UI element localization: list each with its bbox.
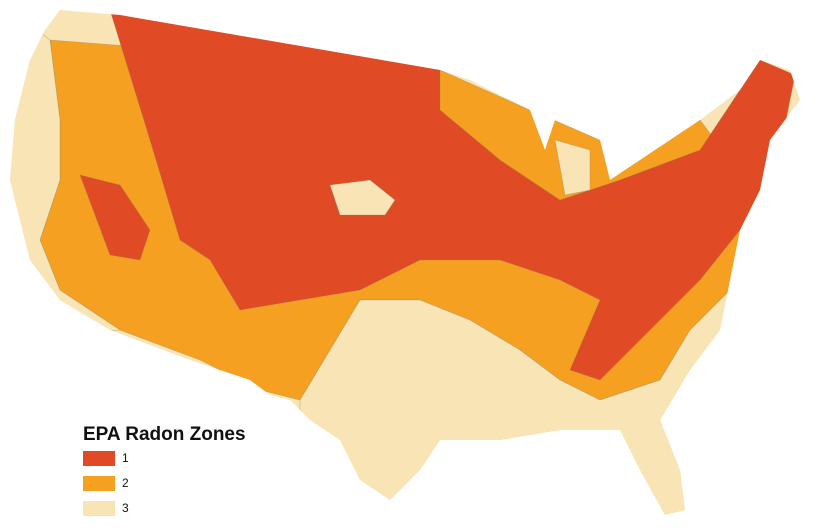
zone-region xyxy=(554,139,591,196)
legend-swatch xyxy=(83,476,115,491)
legend-label: 2 xyxy=(122,476,129,490)
zone-region xyxy=(109,10,796,381)
legend-label: 3 xyxy=(122,501,129,515)
zone-region xyxy=(79,174,151,261)
legend-label: 1 xyxy=(122,451,129,465)
zone-region xyxy=(329,179,396,216)
legend-title: EPA Radon Zones xyxy=(83,424,246,445)
legend-swatch xyxy=(83,501,115,516)
legend-swatch xyxy=(83,451,115,466)
legend: 1 2 3 xyxy=(83,451,129,516)
